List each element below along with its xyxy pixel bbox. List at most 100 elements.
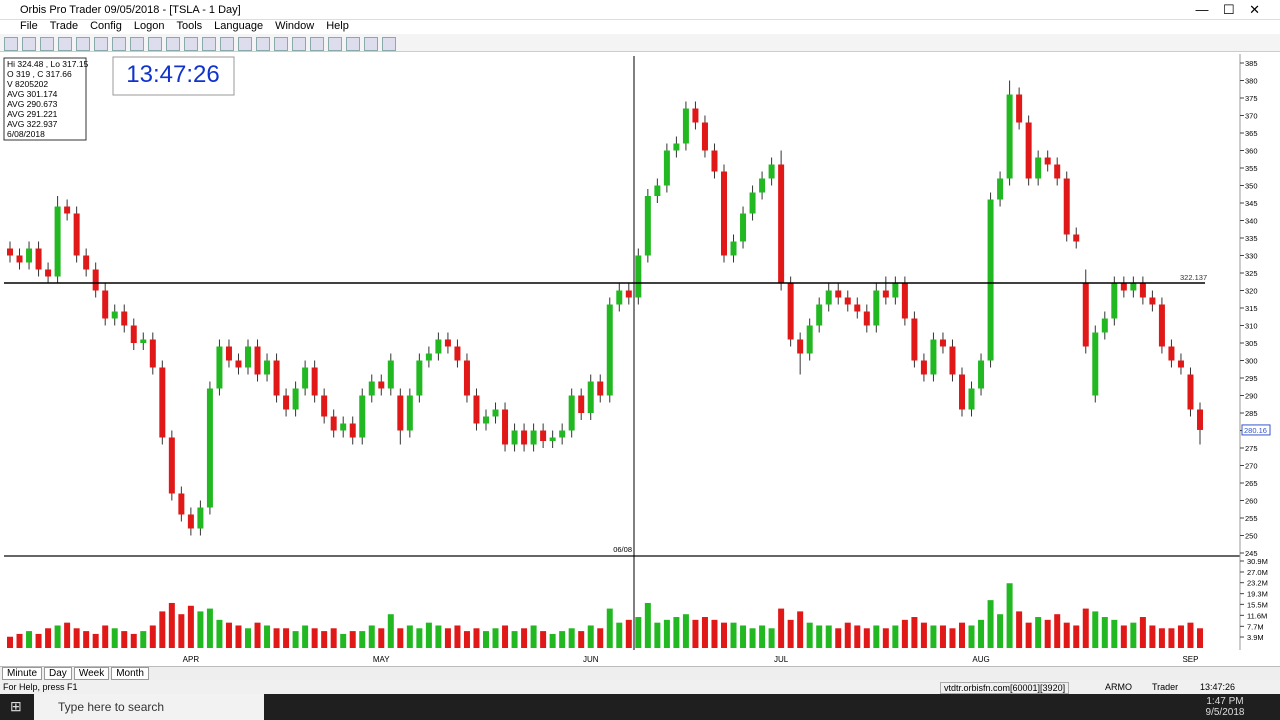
volume-bar: [1197, 628, 1203, 648]
candle-body: [311, 367, 318, 396]
candle-body: [216, 346, 223, 389]
period-tab[interactable]: Month: [111, 667, 149, 680]
menu-item[interactable]: Config: [90, 20, 122, 32]
candle-body: [920, 360, 927, 375]
candle-body: [873, 290, 880, 326]
volume-bar: [483, 631, 489, 648]
volume-bar: [197, 611, 204, 648]
menu-item[interactable]: Help: [326, 20, 349, 32]
tray-time: 1:47 PM: [1206, 696, 1244, 707]
window-controls[interactable]: — ☐ ✕: [1195, 2, 1260, 17]
candle-body: [587, 381, 594, 413]
tool-button[interactable]: [40, 37, 54, 51]
tool-button[interactable]: [130, 37, 144, 51]
search-box[interactable]: Type here to search: [34, 694, 264, 720]
volume-bar: [349, 631, 356, 648]
start-button[interactable]: ⊞: [10, 698, 22, 714]
tool-button[interactable]: [382, 37, 396, 51]
candle-body: [368, 381, 375, 396]
volume-bar: [302, 625, 309, 648]
volume-bar: [968, 625, 975, 648]
tool-button[interactable]: [4, 37, 18, 51]
candle-body: [930, 339, 937, 375]
info-line: Hi 324.48 , Lo 317.15: [7, 59, 89, 69]
volume-bar: [492, 628, 499, 648]
taskbar: ⊞ Type here to search 1:47 PM 9/5/2018: [0, 694, 1280, 720]
volume-bar: [1073, 625, 1080, 648]
volume-bar: [473, 628, 480, 648]
tool-button[interactable]: [58, 37, 72, 51]
period-tab[interactable]: Minute: [2, 667, 43, 680]
candle-body: [45, 269, 52, 277]
tool-button[interactable]: [256, 37, 270, 51]
menu-item[interactable]: Window: [275, 20, 315, 32]
volume-bar: [692, 619, 699, 648]
volume-bar: [359, 631, 366, 648]
candle-body: [330, 416, 337, 431]
volume-bar: [1120, 625, 1127, 648]
tool-button[interactable]: [184, 37, 198, 51]
tool-button[interactable]: [22, 37, 36, 51]
month-label: APR: [183, 655, 200, 664]
volume-bar: [949, 628, 956, 648]
volume-bar: [1063, 622, 1070, 648]
candle-body: [901, 283, 908, 319]
period-tab[interactable]: Week: [73, 667, 110, 680]
volume-bar: [749, 628, 756, 648]
menu-item[interactable]: File: [20, 20, 38, 32]
y-tick-label: 275: [1245, 444, 1258, 453]
tool-button[interactable]: [94, 37, 108, 51]
candle-body: [1197, 409, 1203, 430]
tool-button[interactable]: [220, 37, 234, 51]
tool-button[interactable]: [238, 37, 252, 51]
window-title: Orbis Pro Trader 09/05/2018 - [TSLA - 1 …: [20, 4, 241, 16]
volume-bar: [206, 608, 213, 648]
volume-bar: [1139, 617, 1146, 648]
menu-item[interactable]: Tools: [176, 20, 203, 32]
candle-body: [635, 255, 642, 298]
volume-bar: [225, 622, 232, 648]
search-text: Type here to search: [58, 700, 165, 714]
tool-button[interactable]: [292, 37, 306, 51]
cursor-label: 06/08: [613, 545, 632, 554]
period-tab[interactable]: Day: [44, 667, 72, 680]
y-tick-label: 355: [1245, 164, 1258, 173]
tool-button[interactable]: [76, 37, 90, 51]
tool-button[interactable]: [274, 37, 288, 51]
volume-bar: [959, 622, 965, 648]
month-label: SEP: [1182, 655, 1198, 664]
candle-body: [578, 395, 585, 413]
candle-body: [778, 164, 785, 284]
candle-body: [7, 248, 13, 256]
volume-bar: [330, 628, 337, 648]
tool-button[interactable]: [310, 37, 324, 51]
candle-body: [978, 360, 985, 389]
menu-item[interactable]: Logon: [133, 20, 165, 32]
tool-button[interactable]: [328, 37, 342, 51]
tool-button[interactable]: [166, 37, 180, 51]
candle-body: [302, 367, 309, 389]
volume-bar: [1025, 622, 1032, 648]
y-tick-label: 345: [1245, 199, 1258, 208]
tool-button[interactable]: [346, 37, 360, 51]
tool-button[interactable]: [112, 37, 126, 51]
tool-button[interactable]: [202, 37, 216, 51]
menu-item[interactable]: Language: [214, 20, 264, 32]
volume-bar: [844, 622, 851, 648]
candle-body: [1139, 283, 1146, 298]
tool-button[interactable]: [148, 37, 162, 51]
volume-bar: [397, 628, 404, 648]
v-tick-label: 15.5M: [1247, 600, 1268, 609]
volume-bar: [511, 631, 518, 648]
volume-bar: [721, 622, 727, 648]
volume-bar: [939, 625, 946, 648]
candle-body: [597, 381, 604, 396]
y-tick-label: 250: [1245, 532, 1258, 541]
tool-button[interactable]: [364, 37, 378, 51]
menu-item[interactable]: Trade: [49, 20, 79, 32]
y-tick-label: 365: [1245, 129, 1258, 138]
candle-body: [140, 339, 147, 343]
volume-bar: [1177, 625, 1184, 648]
candle-body: [854, 304, 861, 312]
candle-body: [149, 339, 156, 368]
